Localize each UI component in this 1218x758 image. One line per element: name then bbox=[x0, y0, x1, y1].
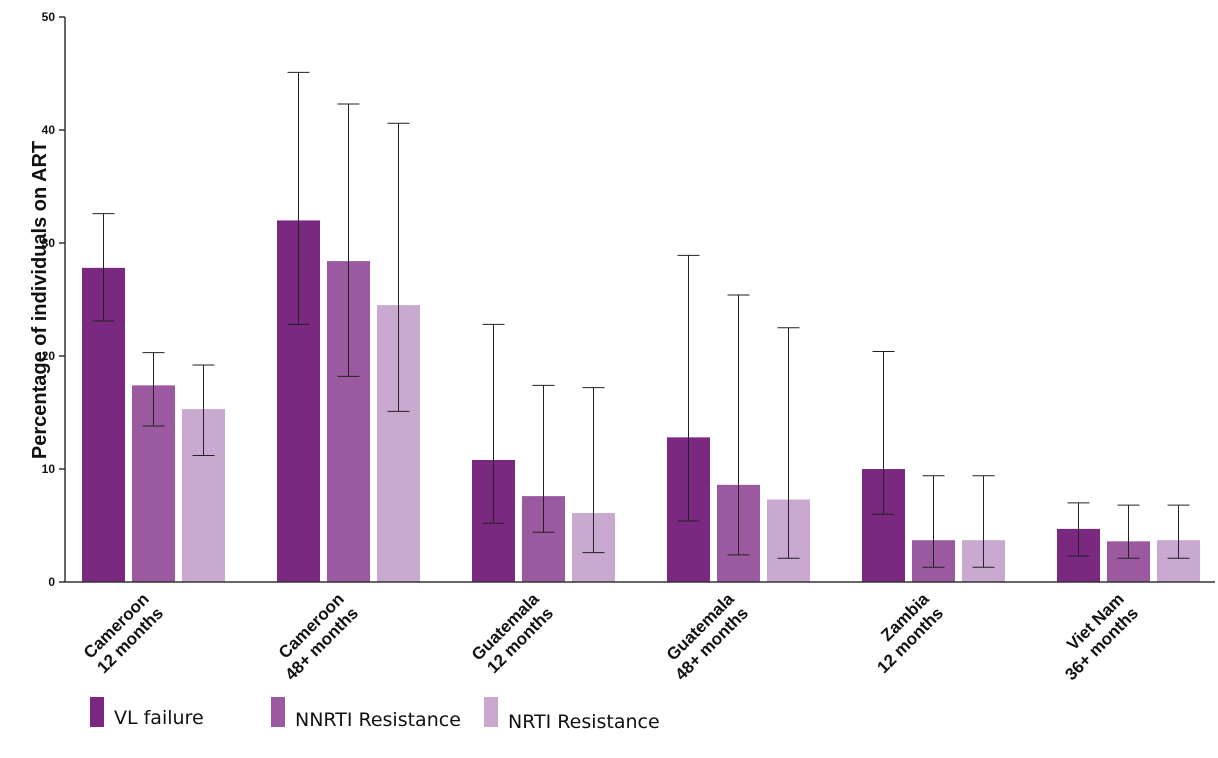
y-axis-title: Percentage of individuals on ART bbox=[29, 141, 51, 459]
x-axis: Cameroon12 months Cameroon48+ months Guate… bbox=[65, 581, 1215, 684]
legend-swatch bbox=[90, 697, 104, 727]
legend-label: NRTI Resistance bbox=[508, 711, 660, 733]
legend-label: NNRTI Resistance bbox=[295, 709, 461, 731]
legend-item: NNRTI Resistance bbox=[271, 697, 461, 731]
x-tick-label: Guatemala12 months bbox=[468, 589, 557, 678]
y-tick-label: 50 bbox=[42, 10, 56, 24]
bar-group bbox=[277, 71, 420, 582]
legend-item: VL failure bbox=[90, 697, 204, 729]
y-tick-label: 40 bbox=[42, 123, 56, 137]
y-tick-label: 30 bbox=[42, 236, 56, 250]
x-tick-label: Cameroon48+ months bbox=[267, 589, 362, 684]
bar-group bbox=[862, 350, 1005, 582]
bar-group bbox=[1057, 502, 1200, 582]
y-tick-label: 0 bbox=[48, 575, 55, 589]
y-tick-label: 10 bbox=[42, 462, 56, 476]
y-tick-label: 20 bbox=[42, 349, 56, 363]
legend: VL failure NNRTI Resistance NRTI Resistanc… bbox=[90, 697, 660, 733]
legend-swatch bbox=[484, 697, 498, 727]
plot-area bbox=[82, 71, 1200, 582]
x-tick-label: Cameroon12 months bbox=[79, 589, 167, 677]
bar-group bbox=[667, 254, 810, 582]
x-tick-label: Zambia12 months bbox=[859, 589, 947, 677]
legend-label: VL failure bbox=[114, 707, 204, 729]
legend-swatch bbox=[271, 697, 285, 727]
bar-group bbox=[472, 323, 615, 582]
x-tick-label: Guatemala48+ months bbox=[657, 589, 752, 684]
x-tick-label: Viet Nam36+ months bbox=[1047, 589, 1142, 684]
bar-group bbox=[82, 213, 225, 582]
legend-item: NRTI Resistance bbox=[484, 697, 660, 733]
y-axis: 0 10 20 30 40 50 bbox=[42, 10, 66, 589]
